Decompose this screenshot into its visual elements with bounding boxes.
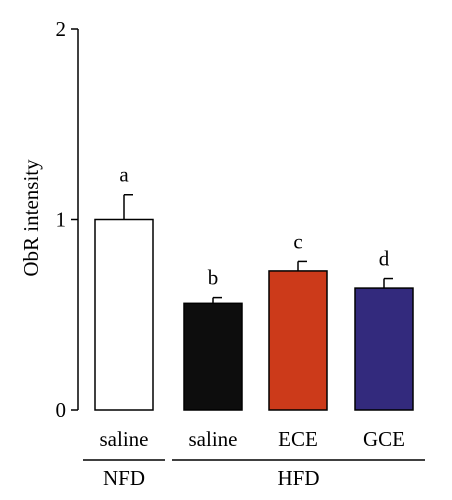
y-axis-label: ObR intensity [19,159,43,277]
category-label-0: saline [100,427,149,451]
significance-label-1: b [208,266,219,290]
bars [94,193,414,411]
significance-label-2: c [293,229,302,253]
bar-2 [268,270,328,411]
significance-label-3: d [379,247,390,271]
group-label-1: HFD [277,466,319,490]
significance-label-0: a [119,163,129,187]
y-tick-label-1: 1 [56,208,67,232]
bar-1 [183,302,243,411]
y-tick-label-0: 0 [56,398,67,422]
y-tick-label-2: 2 [56,17,67,41]
category-label-3: GCE [363,427,405,451]
category-label-1: saline [189,427,238,451]
group-label-0: NFD [103,466,145,490]
bar-0 [94,218,154,411]
category-label-2: ECE [278,427,318,451]
axes: 0 1 2 [56,17,79,422]
labels: a saline b saline c ECE d GCE NFD HFD [83,163,425,490]
bar-3 [354,287,414,411]
